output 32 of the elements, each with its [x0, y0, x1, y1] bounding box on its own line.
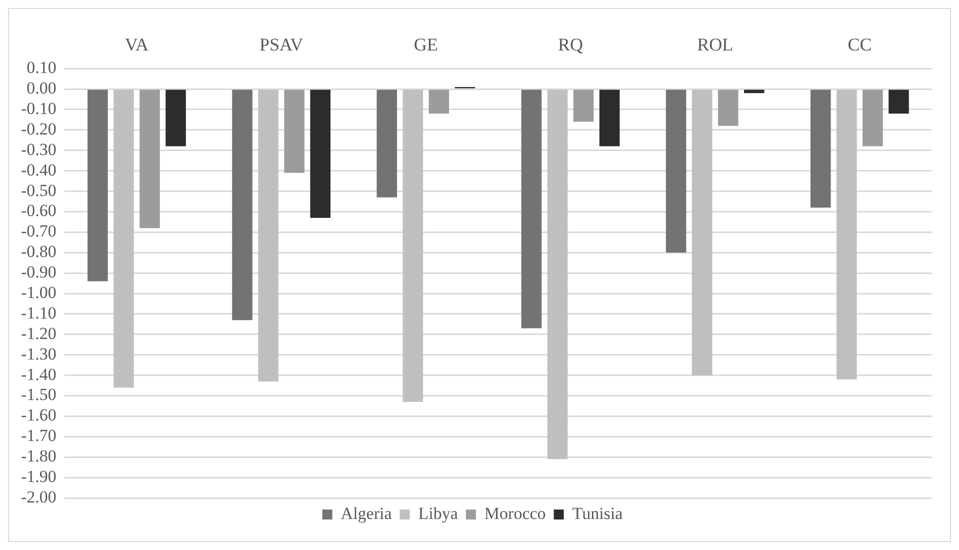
legend-label: Algeria — [340, 504, 392, 523]
legend-label: Tunisia — [572, 504, 624, 523]
y-tick-label: -1.40 — [20, 364, 56, 384]
y-tick-label: -0.30 — [20, 140, 56, 159]
y-tick-label: -1.80 — [20, 446, 56, 466]
y-tick-label: -0.60 — [20, 201, 56, 220]
y-tick-label: -1.20 — [20, 324, 56, 343]
y-tick-label: -0.10 — [20, 98, 56, 118]
y-tick-label: -0.20 — [20, 119, 56, 138]
x-tick-label: VA — [124, 34, 149, 55]
legend-label: Morocco — [484, 504, 546, 523]
y-tick-label: -1.30 — [20, 344, 56, 364]
y-tick-label: -1.50 — [20, 385, 56, 404]
y-tick-label: -1.10 — [20, 303, 56, 322]
y-tick-label: 0.10 — [26, 58, 56, 78]
y-tick-label: 0.00 — [26, 78, 56, 98]
y-tick-label: -1.70 — [20, 426, 56, 446]
x-tick-label: GE — [414, 34, 438, 55]
y-tick-label: -1.60 — [20, 406, 56, 425]
y-tick-label: -1.00 — [20, 282, 56, 302]
x-tick-label: CC — [848, 34, 872, 55]
y-tick-label: -2.00 — [20, 487, 56, 506]
y-tick-label: -0.50 — [20, 180, 56, 200]
y-tick-label: -0.90 — [20, 262, 56, 282]
x-tick-label: ROL — [697, 34, 734, 55]
x-tick-label: RQ — [558, 34, 584, 55]
x-tick-label: PSAV — [259, 34, 304, 55]
y-tick-label: -0.40 — [20, 160, 56, 180]
y-tick-label: -0.70 — [20, 222, 56, 241]
legend-label: Libya — [418, 504, 458, 523]
y-tick-label: -1.90 — [20, 467, 56, 486]
y-tick-label: -0.80 — [20, 242, 56, 262]
